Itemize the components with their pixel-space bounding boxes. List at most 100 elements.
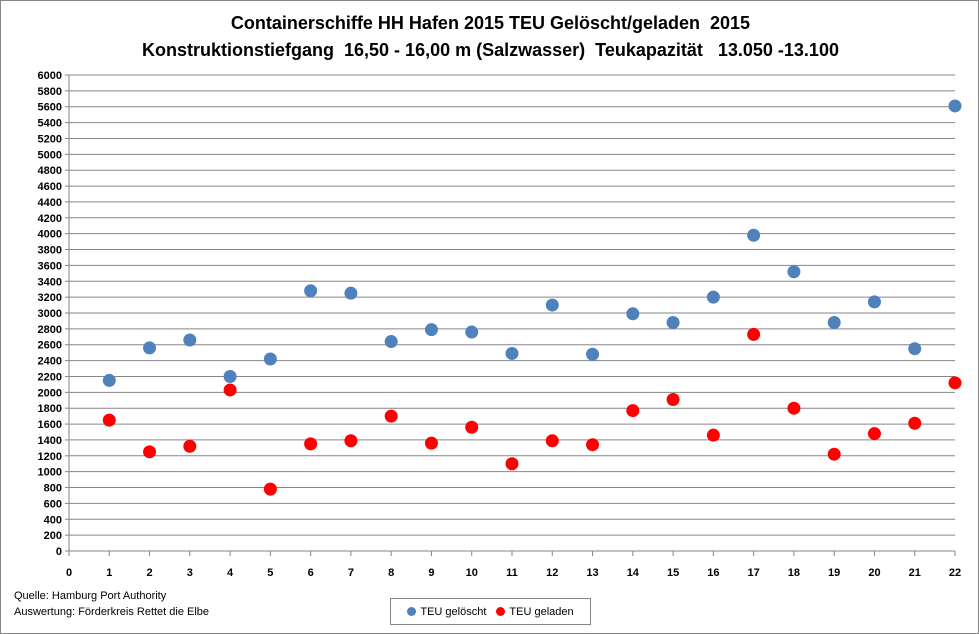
data-point-geloescht (827, 316, 841, 330)
data-point-geladen (787, 401, 801, 415)
data-point-geladen (384, 409, 398, 423)
data-point-geladen (102, 413, 116, 427)
data-point-geloescht (908, 342, 922, 356)
data-point-geloescht (102, 373, 116, 387)
y-tick-label: 600 (44, 498, 62, 510)
legend: TEU gelöscht TEU geladen (390, 598, 591, 625)
data-point-geloescht (183, 333, 197, 347)
data-point-geloescht (706, 290, 720, 304)
y-tick-label: 6000 (38, 70, 62, 82)
y-tick-label: 2600 (38, 340, 62, 352)
legend-label: TEU gelöscht (420, 605, 487, 618)
y-tick-label: 2200 (38, 371, 62, 383)
source-line: Quelle: Hamburg Port Authority (14, 590, 167, 602)
y-tick-label: 3000 (38, 308, 62, 320)
data-point-geloescht (747, 228, 761, 242)
x-tick-label: 6 (308, 567, 314, 579)
y-tick-label: 4200 (38, 213, 62, 225)
x-tick-label: 19 (828, 567, 840, 579)
data-point-geladen (666, 392, 680, 406)
x-tick-label: 5 (267, 567, 273, 579)
y-tick-label: 5800 (38, 86, 62, 98)
x-tick-label: 0 (66, 567, 72, 579)
x-tick-label: 18 (788, 567, 800, 579)
data-point-geladen (545, 434, 559, 448)
data-point-geladen (948, 376, 962, 390)
y-tick-label: 0 (56, 546, 62, 558)
legend-marker-red (496, 607, 506, 616)
y-tick-label: 3400 (38, 276, 62, 288)
data-point-geloescht (263, 352, 277, 366)
x-tick-label: 1 (106, 567, 112, 579)
legend-item-deleted: TEU gelöscht (407, 606, 486, 618)
data-point-geloescht (344, 286, 358, 300)
data-point-geladen (263, 482, 277, 496)
data-point-geloescht (424, 323, 438, 337)
data-point-geladen (424, 436, 438, 450)
data-point-geloescht (384, 335, 398, 349)
y-tick-label: 1800 (38, 403, 62, 415)
x-tick-label: 17 (748, 567, 760, 579)
data-point-geloescht (304, 284, 318, 298)
data-point-geloescht (223, 369, 237, 383)
y-tick-label: 4400 (38, 197, 62, 209)
data-point-geladen (827, 447, 841, 461)
x-tick-label: 7 (348, 567, 354, 579)
y-tick-label: 5000 (38, 149, 62, 161)
y-tick-label: 3600 (38, 260, 62, 272)
x-tick-label: 14 (627, 567, 640, 579)
y-tick-label: 1600 (38, 419, 62, 431)
data-point-geladen (867, 427, 881, 441)
data-point-geladen (706, 428, 720, 442)
y-tick-label: 2800 (38, 324, 62, 336)
y-tick-label: 5400 (38, 118, 62, 130)
data-point-geladen (143, 445, 157, 459)
y-tick-label: 4000 (38, 229, 62, 241)
x-tick-label: 16 (707, 567, 719, 579)
data-point-geloescht (626, 307, 640, 321)
data-point-geladen (344, 434, 358, 448)
data-point-geladen (626, 404, 640, 418)
y-tick-label: 1200 (38, 451, 62, 463)
data-point-geloescht (465, 325, 479, 339)
legend-item-loaded: TEU geladen (496, 606, 574, 618)
data-point-geladen (304, 437, 318, 451)
data-point-geloescht (787, 265, 801, 279)
x-tick-label: 9 (428, 567, 434, 579)
y-tick-label: 3200 (38, 292, 62, 304)
data-point-geloescht (948, 99, 962, 113)
x-tick-label: 22 (949, 567, 961, 579)
data-point-geloescht (586, 347, 600, 361)
x-tick-label: 13 (586, 567, 598, 579)
y-tick-label: 4600 (38, 181, 62, 193)
y-tick-label: 400 (44, 514, 62, 526)
data-point-geladen (465, 420, 479, 434)
y-tick-label: 200 (44, 530, 62, 542)
data-point-geladen (505, 457, 519, 471)
evaluation-line: Auswertung: Förderkreis Rettet die Elbe (14, 606, 210, 618)
y-tick-label: 800 (44, 483, 62, 495)
x-tick-label: 11 (506, 567, 518, 579)
y-tick-label: 2400 (38, 356, 62, 368)
x-tick-label: 20 (868, 567, 880, 579)
data-point-geladen (586, 438, 600, 452)
data-point-geloescht (867, 295, 881, 309)
data-point-geladen (747, 327, 761, 341)
x-tick-label: 3 (187, 567, 193, 579)
chart-title: Containerschiffe HH Hafen 2015 TEU Gelös… (230, 13, 751, 33)
y-tick-label: 3800 (38, 245, 62, 257)
data-point-geloescht (505, 346, 519, 360)
y-tick-label: 4800 (38, 165, 62, 177)
x-tick-label: 10 (466, 567, 478, 579)
x-tick-label: 4 (227, 567, 234, 579)
x-tick-label: 2 (146, 567, 152, 579)
data-point-geladen (908, 416, 922, 430)
data-point-geladen (223, 383, 237, 397)
x-tick-label: 12 (546, 567, 558, 579)
data-point-geladen (183, 439, 197, 453)
legend-marker-blue (407, 607, 417, 616)
y-tick-label: 1400 (38, 435, 62, 447)
y-tick-label: 2000 (38, 387, 62, 399)
